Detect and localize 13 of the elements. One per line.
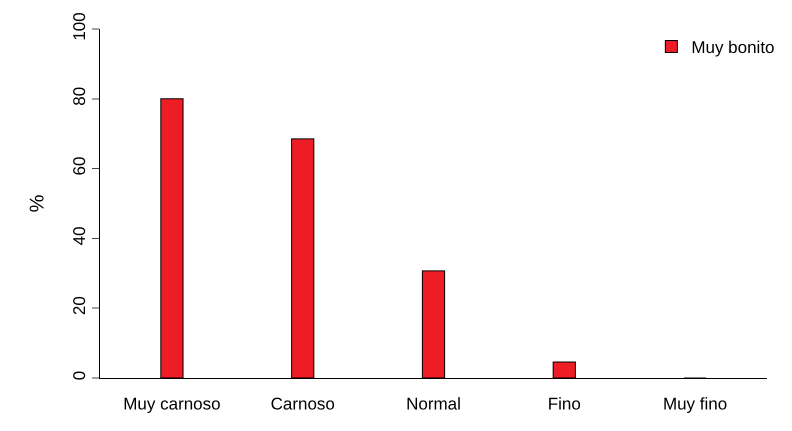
y-tick-label: 60	[70, 156, 90, 176]
x-tick-label: Normal	[406, 394, 461, 414]
y-tick-label: 0	[70, 370, 90, 380]
y-tick-label: 20	[70, 296, 90, 316]
y-tick-label: 100	[70, 12, 90, 41]
y-tick-label: 40	[70, 226, 90, 246]
x-tick-label: Fino	[548, 394, 581, 414]
x-tick-label: Carnoso	[270, 394, 335, 414]
legend-label: Muy bonito	[691, 38, 775, 58]
y-tick-label: 80	[70, 86, 90, 106]
x-tick-label: Muy fino	[662, 394, 728, 414]
x-tick-label: Muy carnoso	[123, 394, 221, 414]
y-axis-title: %	[26, 194, 49, 212]
